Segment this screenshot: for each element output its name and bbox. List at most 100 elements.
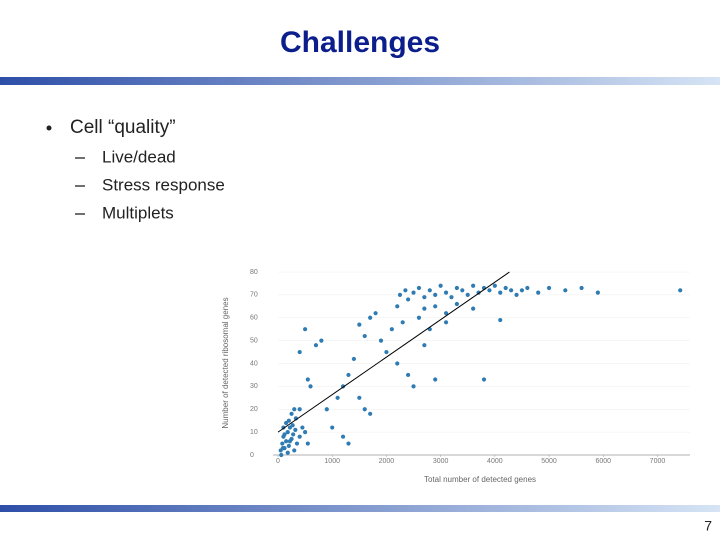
point [449, 295, 454, 300]
point [280, 441, 285, 446]
x-tick-label: 1000 [324, 458, 340, 465]
point [595, 290, 600, 295]
point [286, 443, 291, 448]
point [308, 384, 313, 389]
sub-item: Live/dead [102, 147, 176, 166]
fit-line [277, 271, 510, 433]
point [368, 411, 373, 416]
point [454, 301, 459, 307]
point [433, 304, 438, 309]
y-tick-label: 30 [250, 383, 258, 390]
point [397, 292, 403, 297]
point [324, 407, 329, 412]
point [362, 407, 367, 412]
point [509, 288, 514, 293]
x-axis-label: Total number of detected genes [424, 475, 536, 484]
point [443, 320, 449, 325]
point [411, 290, 416, 295]
point [400, 320, 405, 325]
point [319, 338, 324, 343]
point [335, 395, 340, 400]
point [389, 327, 394, 332]
point [519, 288, 525, 293]
x-tick-label: 6000 [595, 458, 611, 465]
y-tick-label: 80 [250, 269, 258, 276]
point [416, 315, 422, 320]
point [422, 295, 427, 300]
bullet [46, 125, 52, 131]
point [297, 407, 302, 412]
point [384, 349, 389, 355]
point [411, 384, 416, 389]
point [303, 430, 308, 435]
point [460, 288, 465, 293]
point [563, 288, 568, 293]
point [373, 311, 378, 316]
point [403, 288, 408, 293]
point [433, 377, 438, 382]
point [546, 285, 552, 291]
x-tick-label: 3000 [433, 458, 449, 465]
x-tick-label: 5000 [541, 458, 557, 465]
bullet-text: Cell “quality” [70, 117, 176, 138]
point [438, 283, 443, 288]
point [357, 395, 362, 400]
point [291, 432, 296, 437]
point [297, 434, 302, 439]
point [286, 418, 291, 423]
point [579, 285, 584, 291]
point [471, 306, 476, 311]
x-tick-label: 2000 [379, 458, 395, 465]
sub-item: Stress response [102, 175, 225, 194]
point [471, 283, 476, 288]
point [454, 285, 459, 291]
point [487, 288, 492, 293]
point [292, 407, 297, 412]
point [525, 285, 530, 291]
point [368, 315, 373, 320]
point [305, 377, 310, 382]
title-bar [0, 77, 720, 85]
point [289, 411, 294, 416]
point [503, 285, 508, 291]
point [346, 441, 351, 446]
x-tick-label: 4000 [487, 458, 503, 465]
point [297, 349, 302, 355]
point [287, 439, 293, 444]
point [285, 430, 290, 435]
point [433, 292, 438, 297]
point [351, 356, 356, 362]
sub-item: Multiplets [102, 203, 174, 222]
point [416, 285, 422, 291]
point [406, 372, 411, 378]
point [427, 288, 432, 293]
point [443, 311, 449, 316]
y-tick-label: 60 [250, 315, 258, 322]
y-axis-label: Number of detected ribosomal genes [221, 297, 230, 428]
point [280, 446, 285, 451]
point [465, 292, 470, 297]
point [279, 452, 284, 458]
footer-bar [0, 505, 720, 512]
point [378, 338, 384, 343]
point [678, 288, 683, 293]
point [362, 333, 367, 339]
point [492, 283, 497, 288]
point [498, 317, 503, 323]
point [406, 297, 411, 302]
point [395, 361, 400, 366]
point [282, 432, 287, 437]
point [481, 377, 487, 382]
point [305, 441, 310, 446]
point [284, 439, 289, 444]
y-tick-label: 0 [250, 452, 254, 459]
point [346, 372, 351, 378]
point [285, 450, 290, 455]
x-tick-label: 0 [276, 458, 280, 465]
point [357, 322, 362, 327]
slide-title: Challenges [280, 26, 440, 59]
point [422, 306, 427, 311]
point [395, 304, 400, 309]
point [300, 425, 305, 430]
